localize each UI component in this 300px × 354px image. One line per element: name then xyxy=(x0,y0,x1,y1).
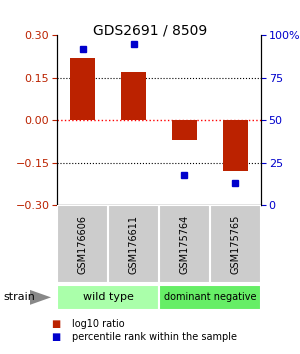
Bar xyxy=(223,120,248,171)
Text: GDS2691 / 8509: GDS2691 / 8509 xyxy=(93,23,207,37)
Text: strain: strain xyxy=(3,292,35,302)
Bar xyxy=(57,285,159,310)
Bar xyxy=(159,285,261,310)
Polygon shape xyxy=(30,290,51,305)
Text: GSM176606: GSM176606 xyxy=(77,215,88,274)
Bar xyxy=(70,58,95,120)
Text: ■: ■ xyxy=(51,332,60,342)
Text: GSM175764: GSM175764 xyxy=(179,215,190,274)
Text: dominant negative: dominant negative xyxy=(164,292,256,302)
Bar xyxy=(121,72,146,120)
Text: log10 ratio: log10 ratio xyxy=(72,319,124,329)
Text: wild type: wild type xyxy=(82,292,134,302)
Bar xyxy=(172,120,197,140)
Text: GSM176611: GSM176611 xyxy=(128,215,139,274)
Text: percentile rank within the sample: percentile rank within the sample xyxy=(72,332,237,342)
Text: GSM175765: GSM175765 xyxy=(230,215,241,274)
Text: ■: ■ xyxy=(51,319,60,329)
